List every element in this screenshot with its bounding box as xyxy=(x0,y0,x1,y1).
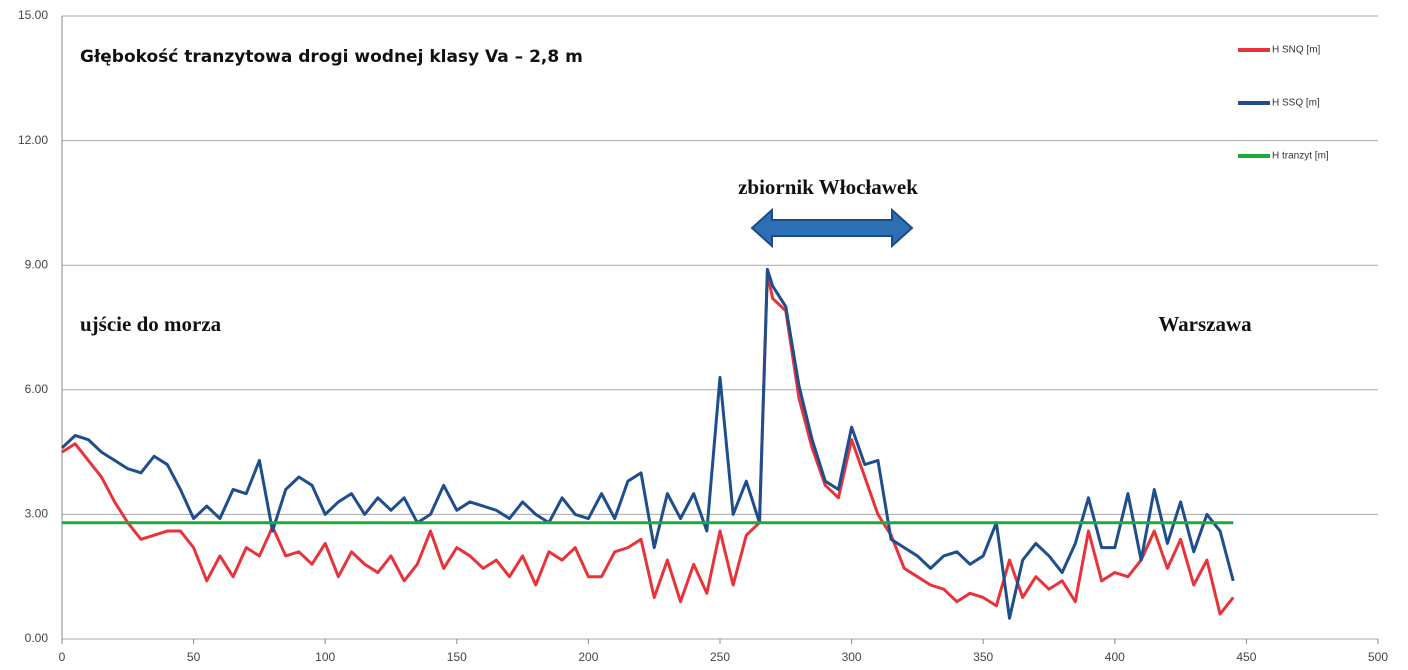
x-tick-label: 200 xyxy=(578,650,598,664)
x-tick-label: 100 xyxy=(315,650,335,664)
series-line xyxy=(61,272,1235,616)
x-tick-label: 150 xyxy=(447,650,467,664)
x-tick-label: 300 xyxy=(842,650,862,664)
legend-label: H SNQ [m] xyxy=(1272,45,1321,56)
y-tick-label: 9.00 xyxy=(25,257,49,271)
series-line xyxy=(60,267,1235,620)
y-tick-label: 3.00 xyxy=(25,507,49,521)
x-tick-label: 400 xyxy=(1105,650,1125,664)
annotation: zbiornik Włocławek xyxy=(738,175,918,199)
legend-label: H tranzyt [m] xyxy=(1272,151,1329,162)
y-tick-label: 12.00 xyxy=(18,133,48,147)
x-tick-label: 250 xyxy=(710,650,730,664)
x-tick-label: 0 xyxy=(59,650,66,664)
y-tick-label: 0.00 xyxy=(25,631,49,645)
x-tick-label: 50 xyxy=(187,650,201,664)
chart-title: Głębokość tranzytowa drogi wodnej klasy … xyxy=(80,47,583,67)
y-tick-label: 6.00 xyxy=(25,382,49,396)
annotation: ujście do morza xyxy=(80,312,222,336)
x-tick-label: 500 xyxy=(1368,650,1388,664)
x-tick-label: 450 xyxy=(1236,650,1256,664)
reservoir-arrow xyxy=(750,207,914,249)
legend-label: H SSQ [m] xyxy=(1272,98,1320,109)
annotation: Warszawa xyxy=(1158,312,1252,336)
y-tick-label: 15.00 xyxy=(18,8,48,22)
x-tick-label: 350 xyxy=(973,650,993,664)
